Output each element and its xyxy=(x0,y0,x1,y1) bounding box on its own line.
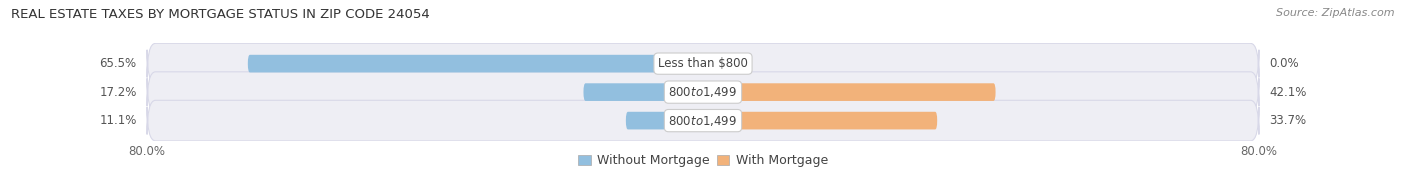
Legend: Without Mortgage, With Mortgage: Without Mortgage, With Mortgage xyxy=(574,149,832,172)
Text: 11.1%: 11.1% xyxy=(100,114,136,127)
Text: $800 to $1,499: $800 to $1,499 xyxy=(668,114,738,128)
Text: 17.2%: 17.2% xyxy=(100,86,136,99)
FancyBboxPatch shape xyxy=(148,43,1258,84)
Text: 0.0%: 0.0% xyxy=(1270,57,1299,70)
Text: 42.1%: 42.1% xyxy=(1270,86,1306,99)
FancyBboxPatch shape xyxy=(247,55,703,73)
FancyBboxPatch shape xyxy=(583,83,703,101)
Text: 33.7%: 33.7% xyxy=(1270,114,1306,127)
Text: 65.5%: 65.5% xyxy=(100,57,136,70)
FancyBboxPatch shape xyxy=(148,100,1258,141)
Text: Less than $800: Less than $800 xyxy=(658,57,748,70)
Text: REAL ESTATE TAXES BY MORTGAGE STATUS IN ZIP CODE 24054: REAL ESTATE TAXES BY MORTGAGE STATUS IN … xyxy=(11,8,430,21)
FancyBboxPatch shape xyxy=(626,112,703,129)
Text: $800 to $1,499: $800 to $1,499 xyxy=(668,85,738,99)
Text: Source: ZipAtlas.com: Source: ZipAtlas.com xyxy=(1277,8,1395,18)
FancyBboxPatch shape xyxy=(703,112,938,129)
FancyBboxPatch shape xyxy=(148,72,1258,113)
FancyBboxPatch shape xyxy=(703,83,995,101)
